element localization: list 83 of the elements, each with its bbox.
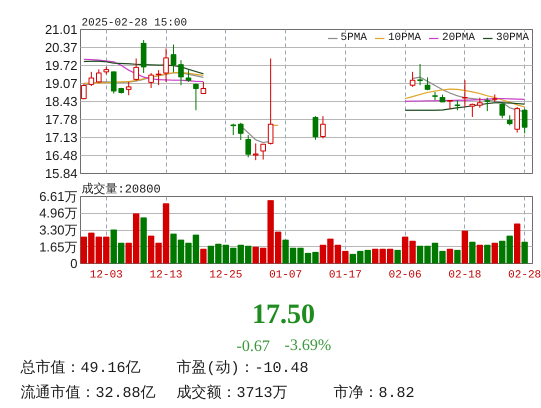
candlestick: [462, 80, 468, 108]
candlestick: [163, 48, 169, 82]
candlestick: [186, 70, 192, 82]
candlestick: [238, 122, 244, 141]
bar: [476, 244, 484, 264]
y-tick-label: 19.07: [44, 76, 78, 92]
candlestick: [148, 72, 154, 88]
bar: [469, 242, 476, 264]
candlestick: [506, 114, 513, 126]
candlestick: [178, 60, 184, 86]
y-tick-label: 18.43: [44, 94, 78, 109]
candlestick: [245, 134, 252, 158]
chart-title: 2025-02-28 15:00: [82, 18, 188, 30]
candlestick: [110, 70, 117, 94]
bar: [462, 230, 468, 264]
candlestick: [200, 81, 206, 94]
candlestick: [193, 83, 199, 111]
x-tick-label: 12-03: [90, 270, 123, 282]
y-tick-label: 20.37: [44, 40, 78, 55]
legend-label: 10PMA: [388, 32, 421, 44]
y-tick-label: 0: [70, 256, 78, 271]
candlestick: [126, 81, 132, 96]
x-tick-label: 12-13: [150, 270, 183, 282]
bar: [484, 244, 490, 264]
y-tick-label: 1.65万: [39, 239, 78, 254]
bar: [200, 248, 207, 264]
y-tick-label: 15.84: [44, 166, 78, 181]
x-tick-label: 02-18: [448, 270, 482, 282]
bar: [454, 250, 461, 264]
y-tick-label: 19.72: [44, 58, 78, 73]
y-tick-label: 4.96万: [39, 206, 78, 221]
candlestick: [320, 116, 326, 139]
y-tick-label: 16.48: [44, 148, 78, 164]
text: 流通市值：32.88亿: [20, 384, 156, 402]
y-tick-label: 21.01: [44, 22, 78, 37]
candlestick: [410, 71, 416, 88]
candlestick: [484, 97, 490, 112]
text: 总市值：49.16亿: [20, 359, 141, 377]
x-tick-label: 01-17: [328, 270, 362, 282]
y-tick-label: 17.78: [44, 112, 78, 127]
bar: [492, 242, 498, 264]
candlestick: [170, 44, 176, 73]
y-tick-label: 3.30万: [39, 222, 78, 238]
text: 17.50: [252, 299, 315, 330]
candlestick: [133, 58, 139, 82]
candlestick: [230, 123, 236, 136]
bar: [394, 250, 401, 264]
x-tick-label: 01-07: [269, 270, 302, 282]
text: -3.69%: [284, 337, 332, 354]
x-tick-label: 12-25: [209, 270, 242, 282]
legend-label: 20PMA: [442, 32, 475, 44]
candlestick: [424, 76, 430, 91]
candlestick: [252, 142, 259, 161]
bar: [446, 248, 454, 264]
y-tick-label: 6.61万: [39, 189, 78, 204]
candlestick: [156, 70, 162, 86]
candlestick: [477, 97, 483, 108]
candlestick: [96, 68, 102, 84]
candlestick: [268, 58, 274, 146]
candlestick: [81, 83, 87, 100]
text: 市净：8.82: [334, 384, 415, 402]
legend-label: 30PMA: [496, 32, 529, 44]
candlestick: [88, 71, 94, 87]
x-tick-label: 02-06: [388, 270, 422, 282]
bar: [514, 223, 520, 264]
candlestick: [260, 144, 266, 160]
y-tick-label: 17.13: [44, 130, 78, 146]
legend-label: 5PMA: [340, 32, 367, 44]
chart-title: 成交量:20800: [82, 182, 161, 196]
candlestick: [470, 103, 476, 118]
candlestick: [514, 106, 520, 134]
candlestick: [522, 108, 528, 134]
candlestick: [417, 64, 423, 86]
bar: [140, 217, 147, 264]
text: 成交额：3713万: [176, 384, 288, 402]
candlestick: [454, 100, 460, 111]
text: -0.67: [236, 338, 270, 355]
candlestick: [312, 116, 318, 140]
text: 市盈(动)：-10.48: [176, 359, 309, 377]
x-tick-label: 02-28: [508, 270, 541, 282]
candlestick: [499, 102, 506, 119]
bar: [521, 242, 528, 264]
candlestick: [140, 40, 146, 74]
